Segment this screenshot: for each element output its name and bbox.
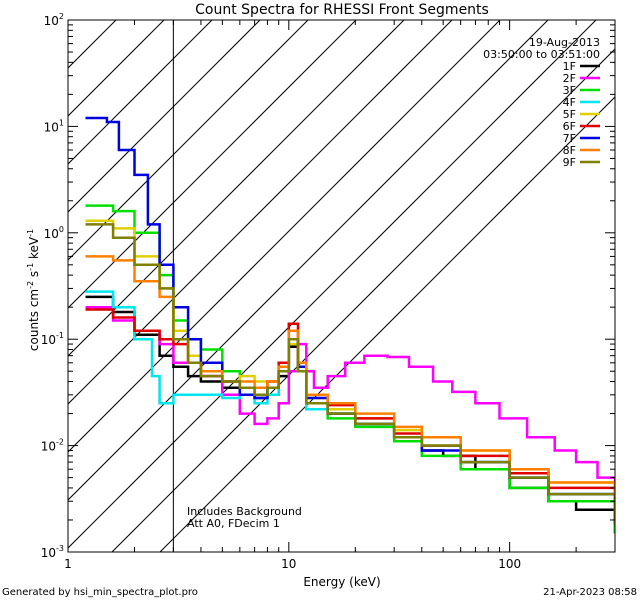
- plot-frame: [67, 19, 616, 553]
- hatch-line: [68, 20, 405, 357]
- y-tick-exponent: -1: [56, 331, 64, 340]
- x-axis-label: Energy (keV): [303, 575, 380, 589]
- hatch-line: [68, 20, 357, 309]
- x-tick-label: 1: [64, 557, 72, 571]
- y-tick-label: 10-2: [41, 438, 64, 454]
- hatched-region: [68, 20, 615, 552]
- series-line-8f: [85, 255, 615, 510]
- y-tick-base: 10: [41, 440, 56, 454]
- y-tick-base: 10: [41, 333, 56, 347]
- y-tick-exponent: 0: [59, 225, 64, 234]
- series-line-2f: [85, 305, 615, 488]
- y-label-sup: -1: [26, 263, 35, 271]
- hatch-line: [68, 20, 261, 213]
- legend-label-6f: 6F: [563, 120, 576, 133]
- y-axis-label: counts cm-2 s-1 keV-1: [26, 229, 41, 351]
- chart-title: Count Spectra for RHESSI Front Segments: [195, 2, 489, 18]
- footer-generated-by: Generated by hsi_min_spectra_plot.pro: [2, 587, 198, 598]
- y-tick-label: 100: [44, 225, 64, 241]
- legend-label-7f: 7F: [563, 132, 576, 145]
- legend-label-2f: 2F: [563, 72, 576, 85]
- legend-label-8f: 8F: [563, 144, 576, 157]
- annotation-attenuator: Att A0, FDecim 1: [187, 517, 280, 530]
- time-range-label: 03:50:00 to 03:51:00: [483, 48, 600, 61]
- legend-label-1f: 1F: [563, 60, 576, 73]
- series-line-7f: [85, 116, 615, 525]
- y-tick-base: 10: [44, 14, 59, 28]
- y-tick-label: 10-3: [41, 544, 64, 560]
- y-tick-exponent: 2: [59, 12, 64, 21]
- y-tick-base: 10: [41, 546, 56, 560]
- y-tick-base: 10: [44, 227, 59, 241]
- x-tick-label: 10: [281, 557, 296, 571]
- x-tick-label: 100: [498, 557, 521, 571]
- hatch-line: [68, 20, 501, 453]
- hatch-line: [68, 20, 117, 69]
- footer-timestamp: 21-Apr-2023 08:58: [543, 587, 637, 598]
- hatch-line: [68, 20, 549, 501]
- series-layer: [85, 116, 615, 534]
- y-tick-base: 10: [44, 120, 59, 134]
- y-label-part: s: [27, 271, 41, 281]
- hatch-line: [68, 20, 213, 165]
- hatch-line: [159, 96, 615, 552]
- legend-label-4f: 4F: [563, 96, 576, 109]
- y-label-part: keV: [27, 236, 41, 263]
- legend-label-5f: 5F: [563, 108, 576, 121]
- y-tick-label: 102: [44, 12, 64, 28]
- date-label: 19-Aug-2013: [529, 36, 600, 49]
- annotation-background: Includes Background: [187, 505, 302, 518]
- series-line-9f: [85, 223, 615, 525]
- legend-label-9f: 9F: [563, 156, 576, 169]
- y-label-part: counts cm: [27, 289, 41, 351]
- series-line-3f: [85, 204, 615, 534]
- hatch-line: [111, 48, 615, 552]
- y-tick-exponent: -2: [56, 438, 64, 447]
- hatch-line: [68, 20, 309, 261]
- y-tick-exponent: -3: [56, 544, 64, 553]
- hatch-line: [68, 20, 597, 549]
- y-tick-exponent: 1: [59, 118, 64, 127]
- y-label-sup: -2: [26, 281, 35, 289]
- x-axis: 1 10 100: [64, 20, 616, 571]
- y-tick-label: 10-1: [41, 331, 64, 347]
- series-line-1f: [85, 295, 615, 534]
- y-label-sup: -1: [26, 229, 35, 237]
- hatch-line: [68, 20, 453, 405]
- legend-label-3f: 3F: [563, 84, 576, 97]
- y-tick-label: 101: [44, 118, 64, 134]
- hatch-line: [68, 20, 165, 117]
